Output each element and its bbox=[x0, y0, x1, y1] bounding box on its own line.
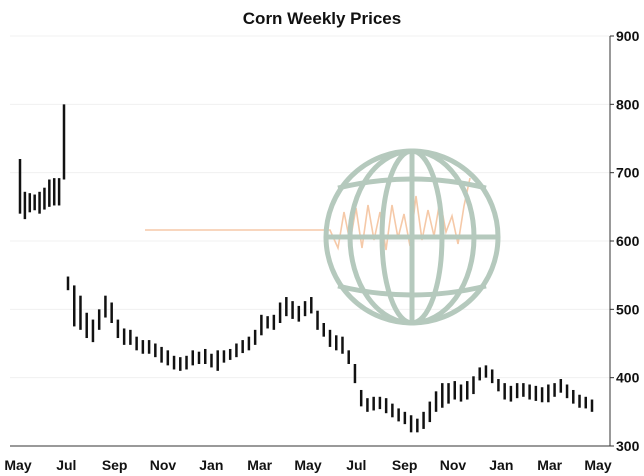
x-tick-label: Mar bbox=[247, 457, 272, 473]
x-tick-label: Nov bbox=[440, 457, 467, 473]
y-tick-label: 700 bbox=[616, 165, 640, 181]
y-tick-label: 800 bbox=[616, 96, 640, 112]
globe-watermark-icon bbox=[323, 148, 501, 326]
x-tick-label: Nov bbox=[150, 457, 177, 473]
y-tick-label: 400 bbox=[616, 370, 640, 386]
x-tick-label: Mar bbox=[537, 457, 562, 473]
x-tick-label: May bbox=[584, 457, 611, 473]
grid-layer bbox=[10, 35, 610, 447]
y-tick-labels: 300 400 500 600 700 800 900 bbox=[610, 28, 640, 454]
x-tick-label: May bbox=[4, 457, 31, 473]
x-tick-label: Sep bbox=[102, 457, 128, 473]
x-tick-label: Jul bbox=[56, 457, 76, 473]
x-tick-label: Jan bbox=[199, 457, 223, 473]
watermark-layer bbox=[145, 148, 501, 326]
x-tick-label: Jul bbox=[346, 457, 366, 473]
chart-title: Corn Weekly Prices bbox=[243, 9, 401, 28]
x-tick-label: Jan bbox=[489, 457, 513, 473]
y-tick-label: 900 bbox=[616, 28, 640, 44]
y-tick-label: 300 bbox=[616, 438, 640, 454]
ohlc-bars-layer bbox=[18, 104, 594, 433]
x-tick-label: May bbox=[294, 457, 321, 473]
y-tick-label: 600 bbox=[616, 233, 640, 249]
x-tick-labels: May Jul Sep Nov Jan Mar May Jul Sep Nov Jan Mar May bbox=[4, 457, 611, 473]
y-tick-label: 500 bbox=[616, 301, 640, 317]
x-tick-label: Sep bbox=[392, 457, 418, 473]
